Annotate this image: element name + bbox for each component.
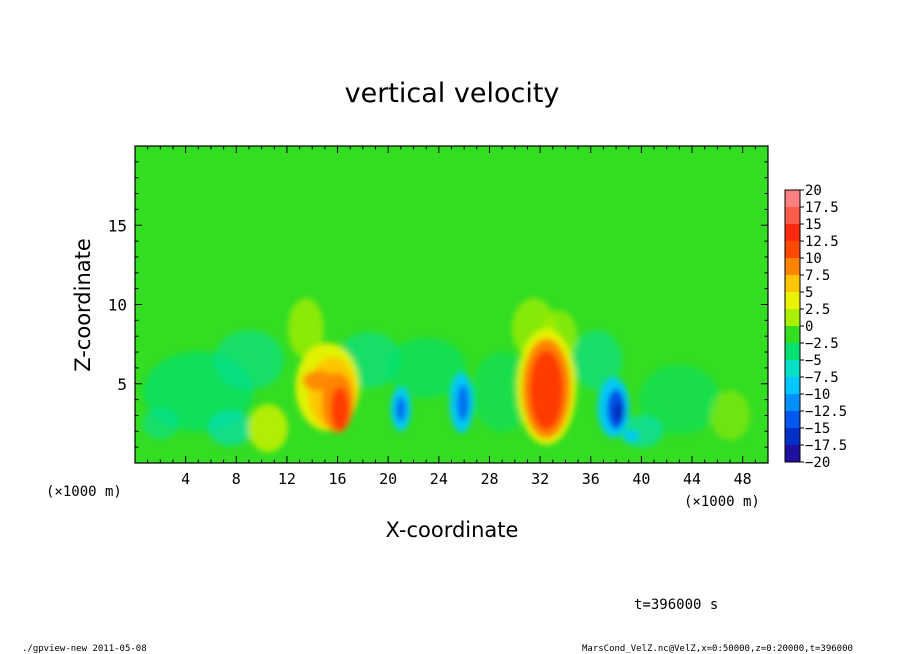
y-tick-label: 15 <box>108 216 127 235</box>
y-tick-label: 5 <box>117 375 127 394</box>
colorbar-band <box>785 326 800 344</box>
colorbar-band <box>785 377 800 395</box>
updraft-core <box>529 350 564 431</box>
colorbar-band <box>785 190 800 208</box>
downdraft-core <box>456 384 469 421</box>
colorbar: 2017.51512.5107.552.50−2.5−5−7.5−10−12.5… <box>784 183 847 471</box>
x-tick-label: 28 <box>480 470 498 488</box>
footer-left: ./gpview-new 2011-05-08 <box>22 644 147 654</box>
colorbar-band <box>785 343 800 361</box>
colorbar-band <box>785 207 800 225</box>
colorbar-label: −12.5 <box>805 404 847 420</box>
colorbar-label: −10 <box>805 387 830 403</box>
weak-downdraft <box>386 337 467 398</box>
x-tick-label: 4 <box>181 470 190 488</box>
x-tick-label: 24 <box>430 470 448 488</box>
weak-updraft <box>287 298 324 359</box>
x-units-label: (×1000 m) <box>46 484 122 500</box>
colorbar-band <box>785 309 800 327</box>
x-tick-label: 44 <box>683 470 701 488</box>
colorbar-label: 5 <box>805 285 813 301</box>
y-tick-label: 10 <box>108 296 127 315</box>
x-tick-label: 36 <box>582 470 600 488</box>
colorbar-label: 7.5 <box>805 268 830 284</box>
colorbar-label: −15 <box>805 421 830 437</box>
colorbar-band <box>785 241 800 259</box>
x-tick-label: 16 <box>329 470 347 488</box>
y-axis-label: Z-coordinate <box>71 238 95 372</box>
x-tick-label: 20 <box>379 470 397 488</box>
velocity-features <box>142 298 751 453</box>
colorbar-band <box>785 445 800 463</box>
weak-updraft <box>247 404 288 453</box>
y-units-label: (×1000 m) <box>684 494 760 510</box>
colorbar-band <box>785 428 800 446</box>
weak-downdraft <box>142 407 179 440</box>
x-tick-label: 40 <box>632 470 650 488</box>
x-axis-label: X-coordinate <box>386 518 519 542</box>
colorbar-band <box>785 275 800 293</box>
colorbar-label: −2.5 <box>805 336 839 352</box>
colorbar-label: −5 <box>805 353 822 369</box>
colorbar-label: 20 <box>805 183 822 199</box>
downdraft-core <box>395 397 406 422</box>
colorbar-label: −7.5 <box>805 370 839 386</box>
updraft-core <box>331 387 350 432</box>
colorbar-label: 10 <box>805 251 822 267</box>
colorbar-label: 2.5 <box>805 302 830 318</box>
colorbar-band <box>785 224 800 242</box>
colorbar-label: −17.5 <box>805 438 847 454</box>
weak-downdraft <box>472 351 533 432</box>
colorbar-label: −20 <box>805 455 830 471</box>
updraft <box>302 370 335 391</box>
colorbar-label: 15 <box>805 217 822 233</box>
colorbar-label: 17.5 <box>805 200 839 216</box>
footer-right: MarsCond_VelZ.nc@VelZ,x=0:50000,z=0:2000… <box>582 644 853 654</box>
colorbar-band <box>785 411 800 429</box>
weak-downdraft <box>639 364 720 435</box>
x-tick-label: 32 <box>531 470 549 488</box>
colorbar-band <box>785 394 800 412</box>
colorbar-band <box>785 360 800 378</box>
colorbar-band <box>785 292 800 310</box>
x-tick-label: 48 <box>734 470 752 488</box>
y-axis: 5 10 15 <box>108 161 768 448</box>
x-axis: 4 8 12 16 20 24 28 32 36 40 44 48 <box>147 146 756 488</box>
weak-downdraft <box>572 329 623 390</box>
colorbar-label: 12.5 <box>805 234 839 250</box>
downdraft <box>623 430 640 443</box>
chart-title: vertical velocity <box>345 78 560 109</box>
weak-downdraft <box>207 410 252 447</box>
x-tick-label: 12 <box>278 470 296 488</box>
weak-downdraft <box>213 329 284 390</box>
downdraft-core <box>614 402 623 423</box>
colorbar-label: 0 <box>805 319 813 335</box>
time-label: t=396000 s <box>634 597 718 613</box>
colorbar-band <box>785 258 800 276</box>
weak-updraft <box>710 390 751 441</box>
x-tick-label: 8 <box>232 470 241 488</box>
plot-area <box>135 146 768 463</box>
